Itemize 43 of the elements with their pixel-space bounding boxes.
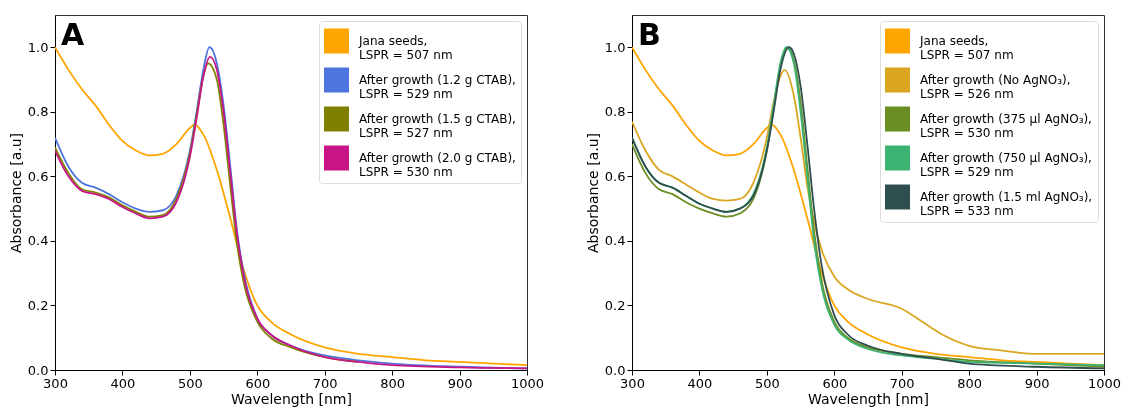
y-tick-label: 0.6 — [604, 168, 626, 184]
x-tick-label: 700 — [889, 375, 915, 391]
x-tick-label: 300 — [620, 375, 645, 391]
y-tick-label: 0.4 — [27, 233, 49, 249]
x-tick-label: 500 — [177, 375, 203, 391]
x-axis-title: Wavelength [nm] — [231, 390, 352, 407]
annotation: A — [61, 17, 85, 52]
annotation: B — [638, 17, 661, 52]
y-axis-title: Absorbance [a.u] — [584, 132, 601, 254]
y-tick-label: 0.2 — [604, 297, 626, 313]
legend-label: Jana seeds, LSPR = 507 nm — [358, 34, 453, 62]
x-tick-label: 700 — [312, 375, 338, 391]
legend-label: After growth (750 µl AgNO₃), LSPR = 529 nm — [920, 151, 1092, 179]
legend-label: After growth (2.0 g CTAB), LSPR = 530 nm — [359, 151, 516, 179]
x-tick-label: 900 — [447, 375, 473, 391]
legend-label: After growth (1.2 g CTAB), LSPR = 529 nm — [359, 73, 516, 101]
y-tick-label: 0.4 — [604, 233, 626, 249]
y-tick-label: 0.6 — [27, 168, 49, 184]
legend-label: After growth (No AgNO₃), LSPR = 526 nm — [920, 73, 1071, 101]
x-tick-label: 300 — [43, 375, 68, 391]
y-tick-label: 0.0 — [604, 362, 626, 378]
y-tick-label: 0.8 — [27, 104, 49, 120]
y-tick-label: 0.8 — [604, 104, 626, 120]
x-tick-label: 800 — [380, 375, 406, 391]
x-tick-label: 400 — [110, 375, 136, 391]
x-tick-label: 1000 — [510, 375, 545, 391]
legend-label: After growth (1.5 g CTAB), LSPR = 527 nm — [359, 112, 516, 140]
x-tick-label: 400 — [687, 375, 713, 391]
x-tick-label: 900 — [1024, 375, 1050, 391]
x-tick-label: 600 — [822, 375, 848, 391]
legend-label: Jana seeds, LSPR = 507 nm — [919, 34, 1014, 62]
x-tick-label: 600 — [245, 375, 271, 391]
y-tick-label: 0.0 — [27, 362, 49, 378]
y-axis-title: Absorbance [a.u] — [7, 132, 24, 254]
x-tick-label: 500 — [754, 375, 780, 391]
y-tick-label: 0.2 — [27, 297, 49, 313]
x-tick-label: 800 — [957, 375, 983, 391]
y-tick-label: 1.0 — [27, 39, 49, 55]
x-tick-label: 1000 — [1087, 375, 1122, 391]
y-tick-label: 1.0 — [604, 39, 626, 55]
legend-label: After growth (1.5 ml AgNO₃), LSPR = 533 nm — [920, 190, 1093, 218]
legend-label: After growth (375 µl AgNO₃), LSPR = 530 nm — [920, 112, 1092, 140]
x-axis-title: Wavelength [nm] — [808, 390, 929, 407]
